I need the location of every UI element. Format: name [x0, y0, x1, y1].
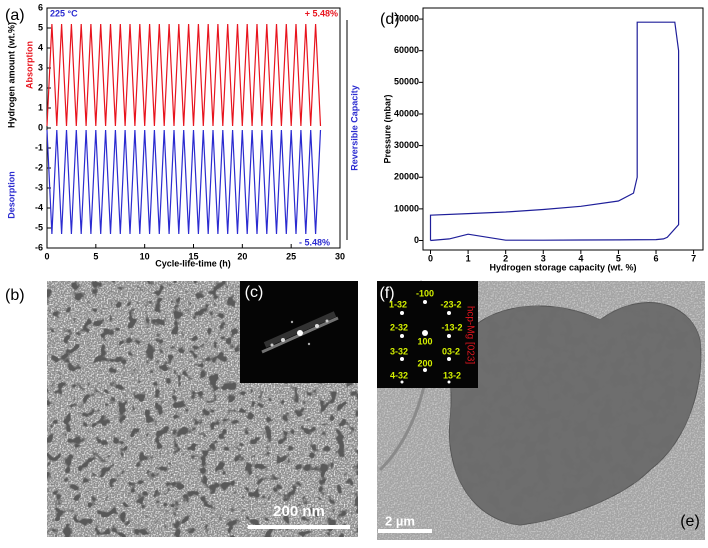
x-tick-label: 5 — [616, 253, 621, 263]
x-axis-label: Hydrogen storage capacity (wt. %) — [489, 262, 636, 272]
spot-index: 100 — [417, 336, 432, 346]
diffraction-pattern — [261, 311, 339, 354]
y-tick-label: 5 — [38, 22, 43, 32]
y-tick-label: -1 — [35, 142, 43, 152]
y-tick-label: 50000 — [394, 77, 419, 87]
y-tick-label: -4 — [35, 202, 43, 212]
tem-image-b: 200 nm (c) — [47, 281, 358, 537]
y-tick-label: 0 — [38, 122, 43, 132]
inset-label: (f) — [379, 285, 394, 302]
data-line — [46, 23, 322, 127]
x-tick-label: 0 — [428, 253, 433, 263]
x-tick-label: 15 — [188, 251, 198, 261]
x-tick-label: 30 — [335, 251, 345, 261]
y-tick-label: 6 — [38, 2, 43, 12]
series-name: Absorption — [24, 41, 34, 89]
y-axis-label: Hydrogen amount (wt.%) — [6, 22, 16, 128]
y-tick-label: -5 — [35, 222, 43, 232]
x-tick-label: 25 — [286, 251, 296, 261]
x-tick-label: 3 — [541, 253, 546, 263]
y-axis-label: Pressure (mbar) — [382, 94, 392, 163]
y-tick-label: 20000 — [394, 172, 419, 182]
plot-frame — [422, 7, 704, 251]
spot-index: 4-32 — [390, 370, 408, 380]
data-line — [46, 129, 322, 235]
spot-index: -100 — [416, 288, 434, 298]
spot-index: -13-2 — [441, 322, 462, 332]
y-tick-label: -6 — [35, 242, 43, 252]
y-tick-label: 4 — [38, 42, 43, 52]
y-tick-label: 70000 — [394, 13, 419, 23]
x-tick-label: 10 — [140, 251, 150, 261]
scale-bar-label: 200 nm — [273, 503, 325, 520]
y-tick-label: 40000 — [394, 108, 419, 118]
panel-label: (a) — [5, 7, 25, 24]
y-tick-label: 10000 — [394, 203, 419, 213]
x-axis-label: Cycle-life-time (h) — [155, 258, 231, 268]
annotation: Reversible Capacity — [349, 85, 359, 171]
annotation: + 5.48% — [305, 8, 338, 18]
x-tick-label: 7 — [691, 253, 696, 263]
zone-axis: hcp-Mg [023] — [464, 306, 475, 365]
spot-index: -23-2 — [440, 299, 461, 309]
x-tick-label: 1 — [466, 253, 471, 263]
spot-index: 13-2 — [443, 370, 461, 380]
spot-index: 2-32 — [390, 322, 408, 332]
x-tick-label: 2 — [503, 253, 508, 263]
annotation: 225 °C — [50, 8, 78, 18]
x-tick-label: 20 — [237, 251, 247, 261]
y-tick-label: 60000 — [394, 45, 419, 55]
x-tick-label: 0 — [44, 251, 49, 261]
panel-label: (b) — [5, 287, 25, 304]
spot-index: 1-32 — [389, 299, 407, 309]
panel-label: (e) — [680, 513, 700, 530]
spot-index: 200 — [417, 358, 432, 368]
x-tick-label: 6 — [654, 253, 659, 263]
tem-image-e: -100 1-32 -23-2 2-32 -13-2 100 3-32 03-2… — [377, 280, 705, 540]
inset-label: (c) — [245, 284, 264, 301]
data-line — [429, 21, 680, 242]
y-tick-label: 0 — [414, 235, 419, 245]
y-tick-label: 30000 — [394, 140, 419, 150]
scale-bar-label: 2 µm — [385, 513, 415, 528]
y-tick-label: -2 — [35, 162, 43, 172]
x-tick-label: 4 — [578, 253, 583, 263]
y-tick-label: 3 — [38, 62, 43, 72]
x-tick-label: 5 — [93, 251, 98, 261]
y-tick-label: 1 — [38, 102, 43, 112]
plot-frame — [46, 7, 341, 249]
annotation: - 5.48% — [299, 237, 330, 247]
panel-label: (d) — [380, 11, 400, 28]
spot-index: 3-32 — [390, 346, 408, 356]
y-tick-label: -3 — [35, 182, 43, 192]
y-tick-label: 2 — [38, 82, 43, 92]
series-name: Desorption — [6, 171, 16, 219]
spot-index: 03-2 — [442, 346, 460, 356]
